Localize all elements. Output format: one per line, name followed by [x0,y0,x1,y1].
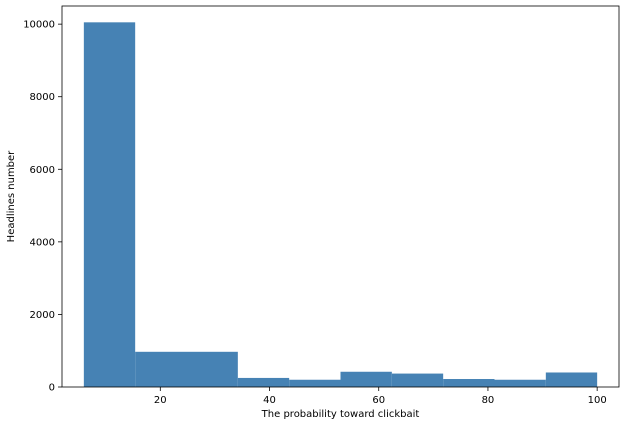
x-axis-ticks: 20 40 60 80 100 [154,387,607,406]
y-tick-label: 4000 [30,237,55,248]
y-tick-label: 6000 [30,165,55,176]
y-axis-label: Headlines number [6,150,17,243]
y-tick-label: 0 [49,383,55,394]
histogram-bar-8 [443,379,495,387]
histogram-bar-2 [135,351,187,387]
histogram-bar-7 [391,373,444,387]
histogram-bar-10 [545,372,598,387]
x-tick-label: 20 [154,395,167,406]
plot-frame [61,5,620,388]
x-tick-label: 60 [372,395,385,406]
x-tick-label: 40 [263,395,276,406]
histogram-bar-4 [237,377,290,387]
y-tick-label: 2000 [30,310,55,321]
x-tick-label: 80 [482,395,495,406]
y-tick-label: 10000 [23,20,55,31]
y-axis-ticks: 0 2000 4000 6000 8000 10000 [23,20,62,394]
x-tick-label: 100 [588,395,607,406]
histogram-bar-3 [186,351,238,387]
histogram-bar-5 [289,379,341,387]
bars-group [83,22,598,387]
histogram-bar-6 [340,371,392,387]
histogram-bar-1 [83,22,136,387]
histogram-bar-9 [494,379,546,387]
x-axis-label: The probability toward clickbait [261,409,420,420]
y-tick-label: 8000 [30,92,55,103]
